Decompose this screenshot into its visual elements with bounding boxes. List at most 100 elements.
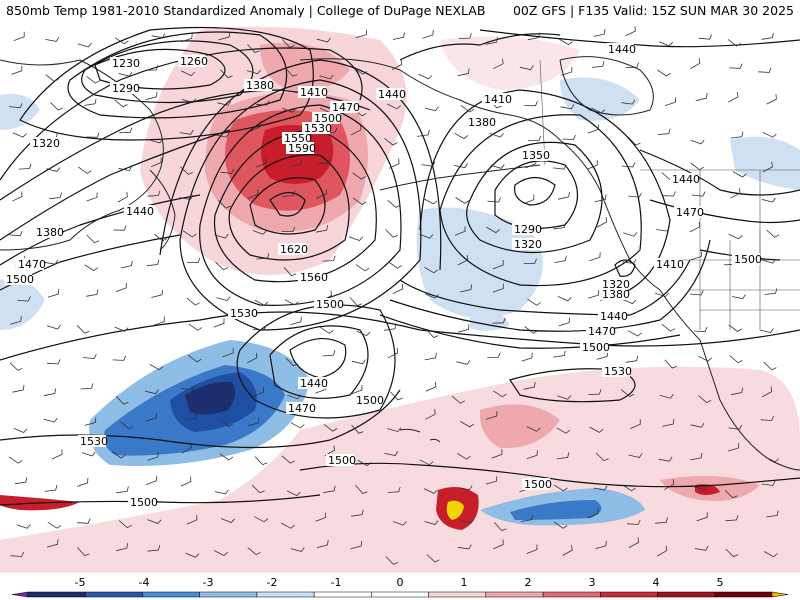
- wind-barb: [186, 297, 200, 306]
- colorbar-swatch: [27, 591, 86, 598]
- svg-text:1230: 1230: [112, 57, 140, 70]
- wind-barb: [419, 459, 434, 466]
- wind-barb: [220, 518, 235, 523]
- warm-north-patch: [260, 42, 350, 91]
- wind-barb: [252, 325, 267, 331]
- wind-barb: [222, 347, 234, 358]
- wind-barb: [215, 132, 230, 138]
- contour-label: 1470: [674, 206, 704, 219]
- wind-barb: [285, 67, 298, 77]
- contour-label: 1500: [314, 298, 344, 311]
- svg-text:1500: 1500: [524, 478, 552, 491]
- wind-barb: [426, 329, 439, 338]
- cool-area-northeast: [416, 207, 543, 318]
- wind-barb: [761, 386, 773, 398]
- wind-barb: [254, 456, 268, 466]
- wind-barb: [180, 166, 194, 175]
- contour-w-1260: [81, 40, 254, 104]
- wind-barb: [13, 427, 28, 433]
- wind-barb: [47, 288, 60, 298]
- svg-text:1440: 1440: [126, 205, 154, 218]
- contour-s-1440: [289, 338, 347, 379]
- wind-barb: [283, 267, 297, 277]
- contour-h-1530: [213, 129, 377, 283]
- wind-barb: [219, 418, 233, 427]
- wind-barb: [387, 486, 401, 493]
- wind-barb: [153, 233, 168, 242]
- wind-barb: [492, 283, 504, 293]
- wind-barb: [655, 517, 668, 524]
- colorbar-tick-label: -1: [331, 576, 342, 589]
- wind-barb: [489, 132, 504, 138]
- wind-barb: [281, 226, 296, 233]
- wind-barb: [253, 387, 265, 397]
- svg-text:1440: 1440: [600, 310, 628, 323]
- wind-barb: [586, 160, 598, 170]
- svg-text:1470: 1470: [288, 402, 316, 415]
- contour-label: 1470: [586, 325, 616, 338]
- wind-barb: [316, 37, 331, 43]
- wind-barb: [114, 37, 129, 45]
- contour-label: 1590: [286, 142, 316, 155]
- wind-barb: [762, 161, 773, 173]
- wind-barb: [185, 552, 200, 558]
- coastline-kamchatka: [149, 169, 176, 251]
- wind-barb: [487, 197, 502, 203]
- wind-barb: [664, 97, 677, 106]
- wind-barb: [86, 75, 100, 84]
- wind-barb: [356, 330, 371, 337]
- wind-barb: [424, 352, 437, 361]
- wind-barb: [151, 289, 163, 298]
- wind-barb: [290, 316, 302, 326]
- colorbar-swatch: [485, 591, 544, 598]
- svg-text:1530: 1530: [604, 365, 632, 378]
- wind-barb: [44, 485, 58, 492]
- cool-patch-small: [470, 309, 510, 331]
- cool-area-far-west: [0, 279, 45, 330]
- wind-barb: [589, 252, 601, 262]
- wind-barb: [149, 364, 164, 371]
- svg-text:1500: 1500: [582, 341, 610, 354]
- wind-barb: [10, 551, 25, 557]
- wind-barb: [622, 484, 636, 492]
- contour-h-1590: [249, 177, 326, 235]
- contour-s-1500c: [0, 494, 321, 506]
- wind-barb: [179, 129, 194, 135]
- wind-barb: [731, 294, 746, 300]
- contour-e-1320b: [614, 259, 636, 277]
- wind-barb: [145, 65, 159, 71]
- svg-text:1380: 1380: [468, 116, 496, 129]
- wind-barb: [763, 551, 778, 558]
- wind-barb: [46, 539, 59, 548]
- wind-barb: [145, 389, 159, 395]
- wind-barb: [622, 298, 637, 305]
- wind-barb: [524, 101, 538, 107]
- contour-label: 1470: [16, 258, 46, 271]
- wind-barb: [558, 317, 570, 327]
- svg-text:1320: 1320: [514, 238, 542, 251]
- wind-barb: [388, 158, 400, 169]
- wind-barb: [86, 192, 98, 202]
- svg-text:1590: 1590: [288, 142, 316, 155]
- wind-barb: [593, 29, 606, 37]
- wind-barb: [556, 452, 570, 460]
- wind-barb: [554, 255, 567, 263]
- wind-barb: [728, 424, 743, 430]
- warm-patch-east-core: [695, 484, 720, 495]
- wind-barb: [761, 480, 776, 486]
- wind-barb: [492, 317, 506, 324]
- wind-barb: [46, 167, 61, 172]
- wind-barb: [145, 91, 158, 101]
- wind-barb: [384, 137, 398, 146]
- wind-barb: [594, 194, 607, 203]
- colorbar-swatch: [313, 591, 372, 598]
- svg-text:1500: 1500: [314, 112, 342, 125]
- wind-barb: [558, 38, 573, 46]
- contour-s-1500: [236, 304, 396, 419]
- colorbar-tick-label: -3: [203, 576, 214, 589]
- svg-text:1550: 1550: [284, 132, 312, 145]
- wind-barb: [690, 290, 704, 296]
- wind-barb: [458, 485, 473, 491]
- wind-barb: [623, 232, 638, 237]
- wind-barb: [77, 42, 92, 48]
